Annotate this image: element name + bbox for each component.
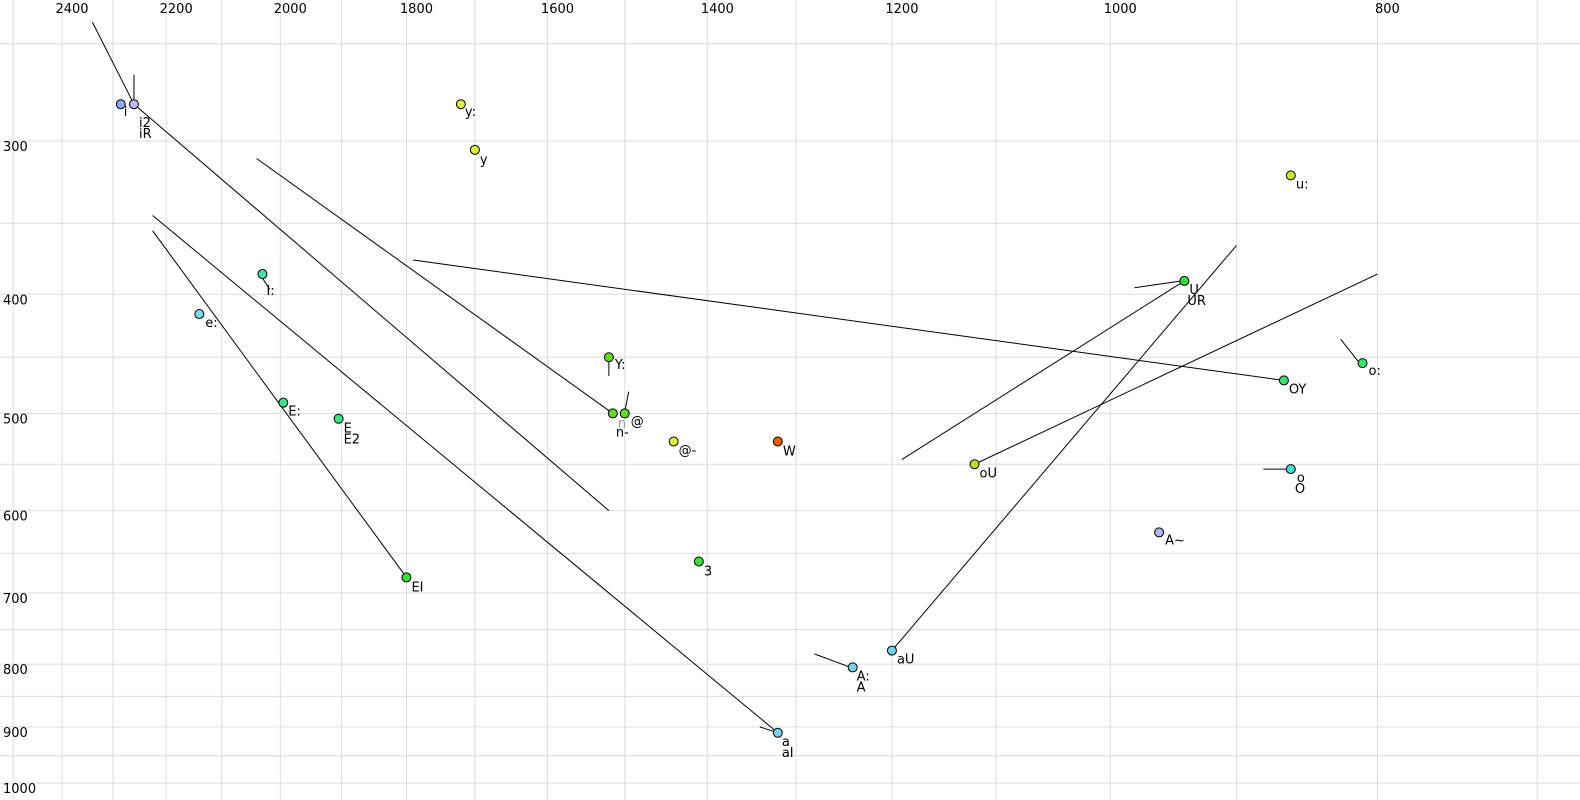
- y-axis-tick-label-800: 800: [3, 663, 28, 678]
- point-label-EI: EI: [411, 580, 423, 595]
- x-axis-tick-label-2200: 2200: [160, 2, 193, 17]
- point-label-OY: OY: [1289, 382, 1307, 397]
- data-point-y: [469, 144, 480, 155]
- data-point-E:: [278, 397, 289, 408]
- data-point-@: [619, 408, 630, 419]
- trajectory-line-OY-glide: [413, 259, 1284, 381]
- data-point-A~: [1154, 527, 1165, 538]
- data-point-y:: [455, 99, 466, 110]
- trajectory-line-at-tick: [624, 391, 630, 412]
- data-point-EI: [401, 572, 412, 583]
- data-point-OY: [1278, 375, 1289, 386]
- data-point-Y:: [603, 352, 614, 363]
- data-point-U: [1179, 275, 1190, 286]
- y-axis-tick-label-600: 600: [3, 510, 28, 525]
- point-label-E2: E: [344, 422, 352, 437]
- x-axis-tick-label-1000: 1000: [1104, 2, 1137, 17]
- point-label-i: i: [124, 105, 128, 120]
- trajectory-line-o-long-tick: [1340, 338, 1360, 364]
- data-point-a: [772, 727, 783, 738]
- trajectory-line-aU-glide: [891, 245, 1237, 651]
- data-point-i: [115, 99, 126, 110]
- point-label-I:: I:: [266, 284, 274, 299]
- point-label-a-2: aI: [782, 746, 794, 761]
- y-axis-tick-label-300: 300: [3, 140, 28, 155]
- data-point-o:: [1357, 358, 1368, 369]
- y-axis-tick-label-400: 400: [3, 293, 28, 308]
- point-label-e:: e:: [205, 316, 217, 331]
- trajectory-line-iR-glide: [133, 103, 610, 512]
- point-label-a: a: [782, 735, 790, 750]
- x-axis-tick-label-1400: 1400: [701, 2, 734, 17]
- point-label-aU: aU: [897, 653, 914, 668]
- data-point-oU: [969, 459, 980, 470]
- point-label-3: 3: [704, 564, 712, 579]
- x-axis-tick-label-1800: 1800: [400, 2, 433, 17]
- data-point-n-: [607, 408, 618, 419]
- point-label-y:: y:: [465, 105, 476, 120]
- trajectory-line-n-onglide: [256, 158, 614, 414]
- x-axis-tick-label-1600: 1600: [541, 2, 574, 17]
- trajectory-line-i-onglide: [91, 21, 135, 105]
- point-label-U: U: [1189, 283, 1199, 298]
- point-label-E2-2: E2: [344, 433, 361, 448]
- trajectory-line-aI-glide: [152, 215, 779, 734]
- data-point-@-: [668, 436, 679, 447]
- point-label-y: y: [480, 153, 488, 168]
- point-label-W: W: [783, 444, 796, 459]
- data-point-u:: [1285, 170, 1296, 181]
- point-label-A:-2: A: [857, 680, 866, 695]
- x-axis-tick-label-2000: 2000: [274, 2, 307, 17]
- point-label-@-: @-: [679, 443, 697, 458]
- point-label-E:: E:: [288, 405, 301, 420]
- point-label-O-2: O: [1295, 482, 1305, 497]
- data-point-A:: [847, 662, 858, 673]
- point-label-@: @: [631, 414, 644, 429]
- trajectory-line-oU-glide: [974, 273, 1378, 465]
- data-point-i2: [128, 99, 139, 110]
- trajectory-line-I-tick: [262, 277, 270, 290]
- y-axis-tick-label-500: 500: [3, 412, 28, 427]
- data-point-W: [772, 436, 783, 447]
- trajectory-line-A-tick: [814, 653, 851, 668]
- point-label-u:: u:: [1296, 177, 1309, 192]
- y-axis-tick-label-700: 700: [3, 592, 28, 607]
- data-point-I:: [257, 269, 268, 280]
- data-point-3: [693, 556, 704, 567]
- y-axis-tick-label-900: 900: [3, 726, 28, 741]
- point-label-n--2: n-: [616, 425, 629, 440]
- point-label-n-: n: [618, 416, 626, 431]
- data-point-aU: [886, 645, 897, 656]
- trajectory-line-UR-glide: [901, 280, 1185, 460]
- data-point-e:: [194, 309, 205, 320]
- data-point-O: [1285, 464, 1296, 475]
- point-label-O: o: [1297, 471, 1305, 486]
- x-axis-tick-label-2400: 2400: [55, 2, 88, 17]
- point-label-i2-2: iR: [139, 127, 152, 142]
- point-label-U-2: UR: [1187, 294, 1206, 309]
- point-label-oU: oU: [980, 466, 997, 481]
- x-axis-tick-label-800: 800: [1375, 2, 1400, 17]
- data-point-E2: [333, 413, 344, 424]
- point-label-A:: A:: [857, 669, 870, 684]
- point-label-i2: i2: [139, 116, 151, 131]
- point-label-Y:: Y:: [614, 358, 626, 373]
- point-label-o:: o:: [1369, 364, 1381, 379]
- y-axis-tick-label-1000: 1000: [3, 782, 36, 797]
- point-label-A~: A~: [1165, 533, 1185, 548]
- trajectory-line-U-tick: [1134, 280, 1182, 289]
- x-axis-tick-label-1200: 1200: [885, 2, 918, 17]
